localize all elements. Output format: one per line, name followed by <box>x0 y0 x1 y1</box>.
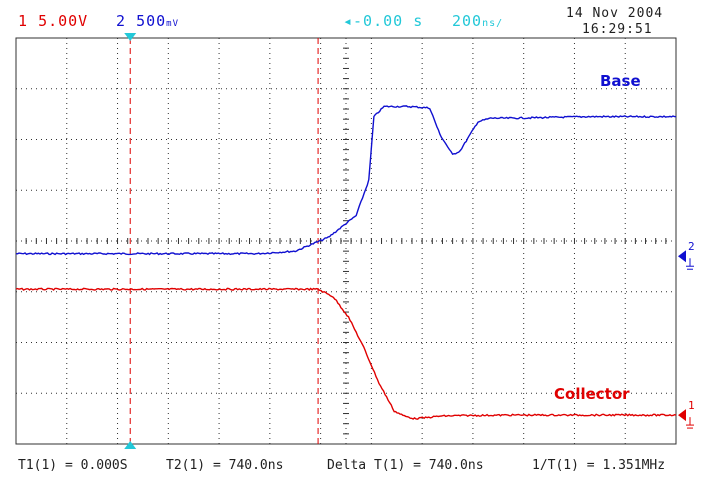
collector-trace-label: Collector <box>554 385 630 403</box>
base-trace-label: Base <box>600 72 641 90</box>
timebase-value: 200 <box>452 12 483 30</box>
channel-2-marker-label: 2 <box>688 240 695 253</box>
channel-markers: 12 <box>678 240 695 429</box>
channel-1-marker-label: 1 <box>688 399 695 412</box>
date-readout: 14 Nov 2004 <box>566 6 664 21</box>
traces <box>15 105 677 420</box>
graticule <box>15 37 677 445</box>
time-offset: -0.00 s <box>353 12 424 30</box>
channel-1-marker-icon <box>678 409 686 422</box>
delta-t-measurement: Delta T(1) = 740.0ns <box>327 458 484 473</box>
trace-collector <box>15 287 677 420</box>
timebase-readout: 200ns/ <box>452 12 503 30</box>
channel-2-marker-icon <box>678 250 686 263</box>
inverse-t-measurement: 1/T(1) = 1.351MHz <box>532 458 666 473</box>
trace-base <box>15 105 677 256</box>
t1-measurement: T1(1) = 0.000S <box>18 458 128 473</box>
time-offset-readout: ◂-0.00 s <box>343 12 423 30</box>
ch2-unit: mV <box>166 19 179 29</box>
time-readout: 16:29:51 <box>582 22 653 37</box>
time-offset-arrow-icon: ◂ <box>343 12 354 30</box>
ch2-scale: 500 <box>136 12 167 30</box>
ch1-scale: 5.00V <box>38 12 89 30</box>
ch1-number: 1 <box>18 12 29 30</box>
ch1-scale-readout: 1 5.00V <box>18 12 88 30</box>
timebase-unit: ns/ <box>482 18 504 29</box>
t2-measurement: T2(1) = 740.0ns <box>166 458 284 473</box>
ch2-scale-readout: 2 500mV <box>116 12 179 30</box>
trigger-bottom-marker-icon <box>124 441 137 449</box>
trigger-top-marker-icon <box>124 33 137 41</box>
ch2-number: 2 <box>116 12 127 30</box>
